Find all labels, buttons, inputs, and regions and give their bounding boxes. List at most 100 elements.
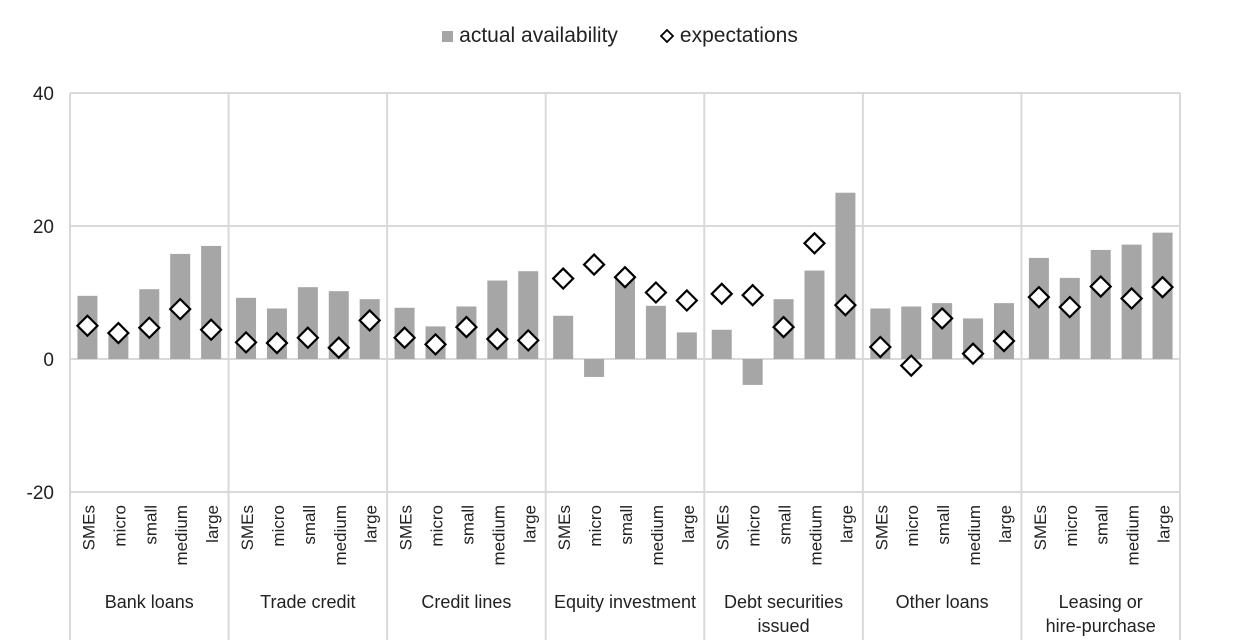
marker-bank-loans-micro <box>106 321 130 345</box>
legend-label-actual-availability: actual availability <box>459 24 618 47</box>
bar-debt-securities-issued-smes <box>711 329 732 359</box>
marker-equity-investment-smes <box>551 266 575 291</box>
bar-equity-investment-medium <box>645 305 666 359</box>
marker-debt-securities-issued-smes <box>710 282 734 306</box>
marker-debt-securities-issued-medium <box>802 231 827 255</box>
category-label: small <box>300 505 319 545</box>
category-label: small <box>776 505 795 545</box>
marker-leasing-or-hire-purchase-small <box>1089 274 1113 299</box>
marker-leasing-or-hire-purchase-micro <box>1058 295 1082 319</box>
category-label: large <box>679 505 698 543</box>
y-tick-label: -20 <box>27 483 54 504</box>
category-label: large <box>520 505 539 543</box>
category-label: micro <box>428 505 447 547</box>
category-label: medium <box>965 505 984 565</box>
marker-other-loans-medium <box>961 342 985 366</box>
marker-other-loans-small <box>930 306 954 330</box>
bar-debt-securities-issued-large <box>835 192 856 359</box>
marker-credit-lines-smes <box>393 326 417 350</box>
category-label: small <box>141 505 160 545</box>
marker-credit-lines-medium <box>485 327 509 351</box>
legend: actual availability expectations <box>0 24 1240 48</box>
category-label: small <box>1093 505 1112 545</box>
marker-debt-securities-issued-large <box>833 293 857 317</box>
marker-leasing-or-hire-purchase-medium <box>1120 286 1144 311</box>
group-label: Other loans <box>896 592 989 612</box>
marker-bank-loans-smes <box>75 314 100 338</box>
marker-credit-lines-large <box>516 328 540 352</box>
bar-debt-securities-issued-medium <box>804 270 825 359</box>
category-label: large <box>996 505 1015 543</box>
marker-trade-credit-small <box>296 326 320 350</box>
group-label: Credit lines <box>421 592 511 612</box>
bar-equity-investment-micro <box>584 359 605 377</box>
bar-equity-investment-small <box>615 279 635 359</box>
category-label: small <box>458 505 477 545</box>
marker-debt-securities-issued-micro <box>741 283 765 307</box>
marker-bank-loans-large <box>199 318 223 342</box>
marker-other-loans-large <box>992 329 1016 353</box>
category-label: SMEs <box>1031 505 1050 550</box>
bar-equity-investment-large <box>676 332 697 359</box>
category-label: SMEs <box>872 505 891 550</box>
marker-other-loans-smes <box>868 335 892 359</box>
legend-label-expectations: expectations <box>679 24 798 47</box>
group-label: Equity investment <box>554 592 696 612</box>
legend-item-expectations: expectations <box>659 24 798 48</box>
marker-debt-securities-issued-small <box>772 315 796 339</box>
category-label: medium <box>489 505 508 565</box>
marker-credit-lines-micro <box>423 332 448 356</box>
marker-trade-credit-micro <box>265 331 289 355</box>
bar-debt-securities-issued-micro <box>742 359 763 385</box>
bar-bank-loans-large <box>201 245 222 359</box>
category-label: medium <box>806 505 825 565</box>
category-label: large <box>1155 505 1174 543</box>
marker-leasing-or-hire-purchase-large <box>1150 275 1175 299</box>
category-label: large <box>837 505 856 543</box>
bar-leasing-or-hire-purchase-small <box>1090 249 1111 359</box>
category-label: large <box>203 505 222 543</box>
category-label: SMEs <box>714 505 733 550</box>
category-label: micro <box>745 505 764 547</box>
category-label: small <box>934 505 953 545</box>
marker-credit-lines-small <box>454 315 478 339</box>
category-label: micro <box>269 505 288 547</box>
legend-diamond-swatch-icon <box>659 29 674 43</box>
category-label: small <box>617 505 636 545</box>
category-label: large <box>362 505 381 543</box>
y-tick-label: 40 <box>33 84 54 105</box>
marker-equity-investment-micro <box>582 253 606 277</box>
category-label: SMEs <box>238 505 257 550</box>
category-label: medium <box>648 505 667 565</box>
marker-equity-investment-medium <box>644 280 668 305</box>
y-tick-label: 0 <box>43 350 54 371</box>
category-label: SMEs <box>79 505 98 550</box>
marker-trade-credit-medium <box>327 336 351 360</box>
y-tick-label: 20 <box>33 217 54 238</box>
category-label: micro <box>586 505 605 547</box>
legend-item-actual-availability: actual availability <box>442 24 618 48</box>
group-label: Bank loans <box>105 592 194 612</box>
group-label: Trade credit <box>260 592 355 612</box>
category-label: micro <box>110 505 129 547</box>
bar-equity-investment-smes <box>553 315 574 359</box>
marker-trade-credit-large <box>358 308 382 332</box>
marker-bank-loans-small <box>137 316 161 340</box>
legend-bar-swatch-icon <box>442 30 454 42</box>
category-label: medium <box>331 505 350 565</box>
group-label: hire-purchase <box>1046 616 1156 636</box>
bar-bank-loans-micro <box>108 335 129 359</box>
marker-trade-credit-smes <box>234 330 258 354</box>
category-label: SMEs <box>397 505 416 550</box>
marker-other-loans-micro <box>899 354 923 378</box>
category-label: medium <box>172 505 191 565</box>
group-label: Debt securities <box>724 592 843 612</box>
category-label: SMEs <box>555 505 574 550</box>
marker-leasing-or-hire-purchase-smes <box>1027 285 1051 309</box>
marker-equity-investment-large <box>675 288 699 313</box>
bar-other-loans-micro <box>901 306 922 359</box>
group-label: issued <box>758 616 810 636</box>
marker-equity-investment-small <box>613 265 637 289</box>
marker-bank-loans-medium <box>168 297 192 321</box>
